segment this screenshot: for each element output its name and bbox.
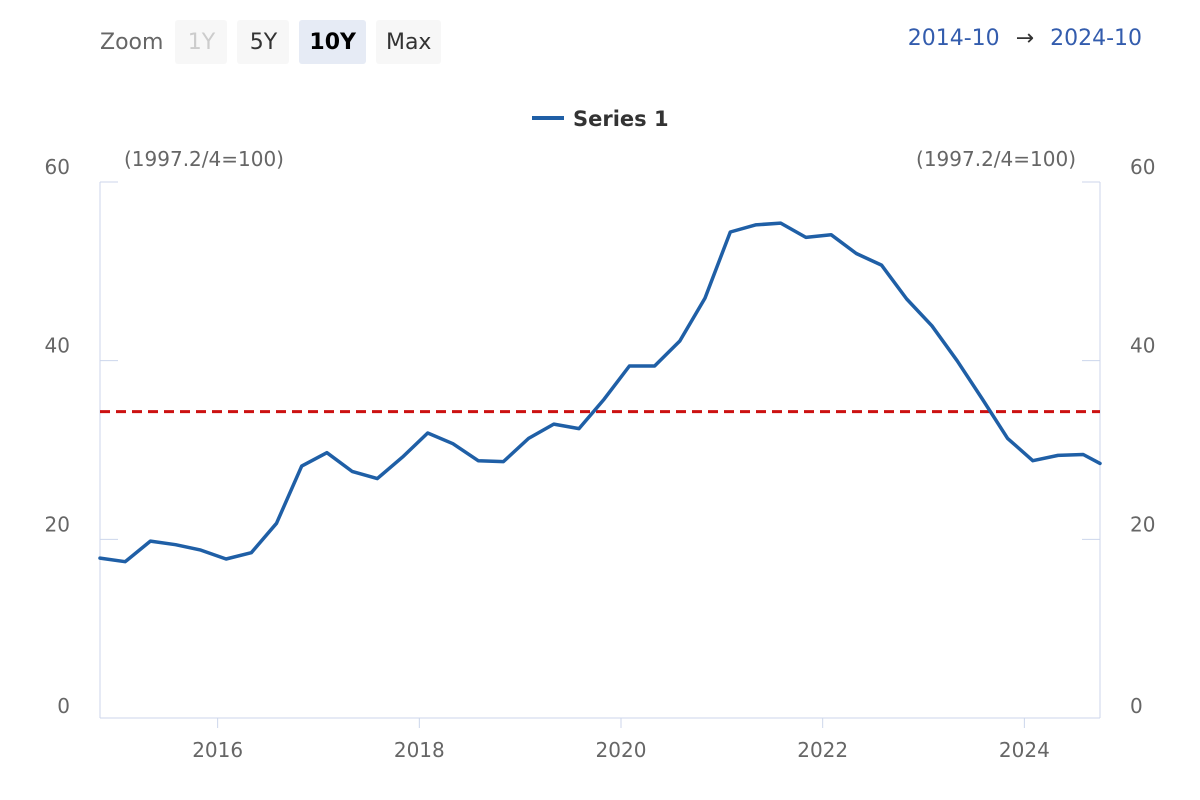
- y-right-unit-label: (1997.2/4=100): [916, 147, 1076, 171]
- range-arrow-icon: →: [1015, 26, 1035, 51]
- range-from-input[interactable]: 2014-10: [907, 26, 1000, 51]
- y-tick-label-left: 40: [45, 334, 70, 358]
- y-tick-label-left: 20: [45, 512, 70, 536]
- zoom-label: Zoom: [100, 29, 164, 55]
- y-tick-label-left: 60: [45, 155, 70, 179]
- series-group: [98, 221, 1102, 564]
- date-range-display: 2014-10 → 2024-10: [908, 26, 1142, 51]
- range-to-input[interactable]: 2024-10: [1050, 26, 1142, 51]
- legend[interactable]: Series 1: [532, 107, 669, 131]
- y-tick-label-right: 20: [1130, 512, 1155, 536]
- y-left-unit-label: (1997.2/4=100): [124, 147, 284, 171]
- y-tick-label-left: 0: [57, 694, 70, 718]
- x-tick-label: 2020: [596, 738, 647, 762]
- zoom-5y-button[interactable]: 5Y: [237, 20, 290, 64]
- y-tick-label-right: 60: [1130, 155, 1155, 179]
- zoom-bar: Zoom 1Y 5Y 10Y Max: [100, 20, 442, 64]
- zoom-1y-button[interactable]: 1Y: [175, 20, 228, 64]
- series-line-1[interactable]: [98, 221, 1102, 564]
- x-tick-label: 2022: [797, 738, 848, 762]
- zoom-10y-button[interactable]: 10Y: [299, 20, 366, 64]
- y-tick-label-right: 40: [1130, 334, 1155, 358]
- x-tick-label: 2018: [394, 738, 445, 762]
- legend-label-series-1: Series 1: [573, 107, 669, 131]
- x-tick-label: 2016: [192, 738, 243, 762]
- x-tick-label: 2024: [999, 738, 1050, 762]
- zoom-max-button[interactable]: Max: [375, 20, 442, 64]
- y-tick-label-right: 0: [1130, 694, 1143, 718]
